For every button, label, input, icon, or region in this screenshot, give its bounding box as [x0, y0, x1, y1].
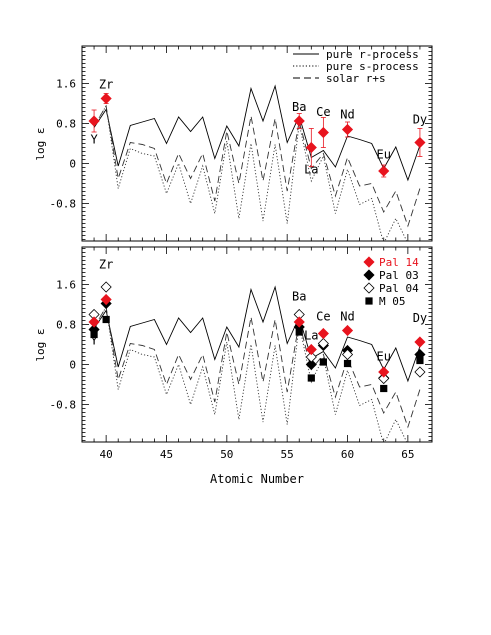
- bottom-point-pal-14: [414, 336, 426, 348]
- bottom-element-label: Zr: [99, 258, 113, 272]
- bottom-series-pure-r-process: [93, 285, 421, 383]
- legend-label: Pal 04: [379, 282, 419, 295]
- xtick-label: 65: [401, 448, 414, 461]
- bottom-ytick-label: 0.8: [56, 319, 76, 332]
- bottom-series-pure-s-process: [93, 305, 408, 442]
- xtick-label: 60: [341, 448, 354, 461]
- xlabel: Atomic Number: [210, 472, 304, 486]
- legend-label: pure s-process: [326, 60, 419, 73]
- top-point-pal-14: [317, 126, 329, 139]
- bottom-panel: -0.8 0 0.8 1.6 40 45 50 55 60 65 Zr Y Ba La Ce Nd Eu Dy Pa…: [50, 246, 433, 461]
- xtick-label: 50: [220, 448, 233, 461]
- bottom-point-m-05: [295, 328, 303, 336]
- bottom-ytick-label: 1.6: [56, 279, 76, 292]
- top-point-pal-14: [100, 92, 112, 105]
- bottom-point-m-05: [343, 359, 352, 368]
- bottom-element-label: Nd: [340, 310, 354, 324]
- bottom-point-m-05: [307, 374, 315, 382]
- top-element-label: Y: [90, 133, 98, 147]
- bottom-point-pal-14: [100, 293, 112, 306]
- legend-label: Pal 03: [379, 269, 419, 282]
- bottom-element-label: Ce: [316, 310, 330, 324]
- legend-label: pure r-process: [326, 48, 419, 61]
- top-point-pal-14: [378, 165, 390, 177]
- legend-marker: [363, 269, 375, 281]
- top-panel: -0.8 0 0.8 1.6 Zr Y Ba La Ce Nd Eu Dy pure r-process…: [50, 45, 433, 242]
- top-ytick-label: -0.8: [50, 198, 77, 211]
- top-point-pal-14: [305, 141, 317, 154]
- bottom-point-pal-14: [305, 343, 317, 356]
- top-element-label: Dy: [413, 113, 427, 127]
- bottom-element-label: Y: [90, 334, 98, 348]
- legend-marker: [365, 297, 373, 305]
- top-element-label: Ce: [316, 105, 330, 119]
- top-point-pal-14: [88, 115, 100, 127]
- bottom-point-m-05: [416, 356, 424, 365]
- bottom-point-pal-03: [305, 358, 317, 371]
- top-element-label: Eu: [376, 148, 390, 162]
- bottom-series-solar-r-s: [93, 305, 421, 429]
- top-ytick-label: 0.8: [56, 118, 76, 131]
- legend-marker: [363, 256, 375, 268]
- bottom-point-pal-04: [341, 348, 354, 361]
- bottom-element-label: Eu: [376, 350, 390, 364]
- bottom-point-pal-04: [305, 351, 317, 363]
- bottom-model-curves: [93, 285, 421, 442]
- top-model-curves: [93, 84, 421, 241]
- top-element-label: Ba: [292, 100, 306, 114]
- top-element-label: La: [304, 163, 318, 177]
- top-element-label: Zr: [99, 78, 113, 92]
- bottom-point-pal-14: [341, 324, 354, 337]
- bottom-point-m-05: [102, 315, 110, 324]
- bottom-element-label: La: [304, 329, 318, 343]
- bottom-point-m-05: [319, 358, 327, 366]
- bottom-ytick-label: -0.8: [50, 399, 77, 412]
- legend-label: Pal 14: [379, 256, 419, 269]
- bottom-point-pal-14: [88, 316, 100, 328]
- top-point-pal-14: [293, 115, 305, 127]
- bottom-point-pal-14: [293, 316, 305, 328]
- top-series-pure-s-process: [93, 104, 408, 241]
- top-point-pal-14: [414, 136, 426, 149]
- top-ytick-label: 1.6: [56, 78, 76, 91]
- top-series-solar-r-s: [93, 104, 421, 228]
- xtick-label: 45: [160, 448, 173, 461]
- top-series-pure-r-process: [93, 84, 421, 182]
- bottom-point-pal-04: [100, 281, 112, 293]
- ylabel-bottom: log ε: [34, 328, 47, 361]
- bottom-point-m-05: [90, 330, 98, 339]
- xtick-label: 55: [281, 448, 294, 461]
- bottom-point-pal-04: [414, 366, 426, 378]
- top-point-pal-14: [341, 123, 354, 136]
- bottom-point-pal-04: [378, 372, 390, 385]
- bottom-element-label: Dy: [413, 311, 427, 325]
- legend-marker: [363, 282, 375, 294]
- bottom-element-label: Ba: [292, 290, 306, 304]
- bottom-point-m-05: [380, 384, 388, 393]
- bottom-point-pal-14: [378, 366, 390, 378]
- ylabel-top: log ε: [34, 127, 47, 160]
- bottom-point-pal-04: [317, 337, 329, 350]
- legend-label: solar r+s: [326, 72, 386, 85]
- bottom-ytick-label: 0: [69, 359, 76, 372]
- legend-label: M 05: [379, 295, 406, 308]
- xtick-label: 40: [100, 448, 113, 461]
- top-element-label: Nd: [340, 108, 354, 122]
- bottom-point-pal-14: [317, 327, 329, 340]
- top-ytick-label: 0: [69, 158, 76, 171]
